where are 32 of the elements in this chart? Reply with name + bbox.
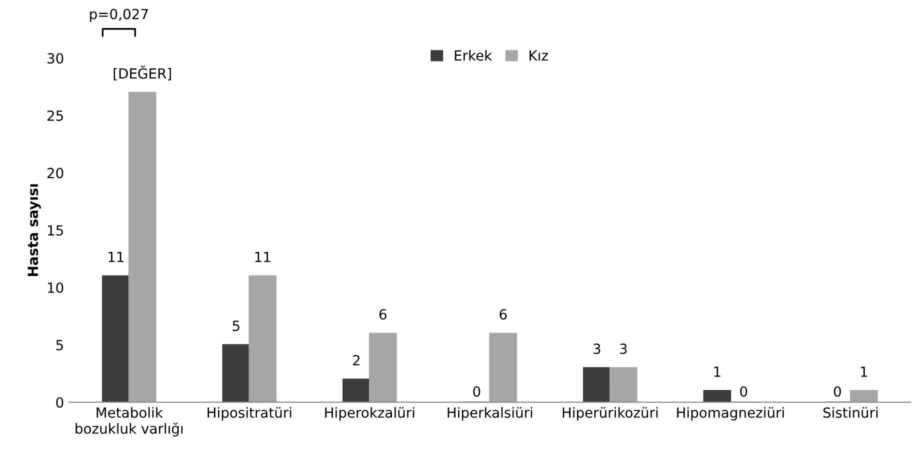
x-tick-label: Hiperokzalüri <box>325 407 414 421</box>
data-label: 6 <box>379 309 386 320</box>
text: p=0,027 <box>90 8 148 22</box>
data-label: 5 <box>232 320 240 332</box>
data-label: 11 <box>255 252 270 262</box>
data-label: 3 <box>594 344 600 354</box>
y-tick-label: 0 <box>56 397 64 408</box>
data-label: 1 <box>714 366 720 377</box>
x-tick-label: Hiperkalsiüri <box>448 407 532 421</box>
data-label: 11 <box>108 252 124 262</box>
legend-label: Erkek <box>454 50 492 61</box>
x-tick-label: Hipomagneziüri <box>677 407 784 421</box>
x-tick-label: Sistinüri <box>823 407 878 418</box>
y-tick-label: 5 <box>56 340 63 350</box>
x-tick-label: Hiperürikozüri <box>562 407 658 421</box>
y-tick-label: 20 <box>47 168 64 178</box>
x-tick-label: Metabolik bozukluk varlığı <box>76 407 183 436</box>
y-tick-label: 25 <box>47 110 63 121</box>
y-tick-label: 10 <box>48 282 64 293</box>
data-label: 1 <box>861 366 868 377</box>
data-label: 0 <box>740 386 748 397</box>
data-label: 2 <box>353 354 360 366</box>
x-tick-label: Hipositratüri <box>208 407 292 421</box>
legend-label: Kız <box>530 50 548 61</box>
y-tick-label: 15 <box>48 225 63 236</box>
data-label: [DEĞER] <box>114 66 171 80</box>
data-label: 0 <box>473 386 480 397</box>
y-tick-label: 30 <box>48 53 64 64</box>
y-axis-title: Hasta sayısı <box>28 184 41 276</box>
data-label: 0 <box>834 386 841 397</box>
data-label: 3 <box>620 344 627 354</box>
data-label: 6 <box>500 309 507 320</box>
